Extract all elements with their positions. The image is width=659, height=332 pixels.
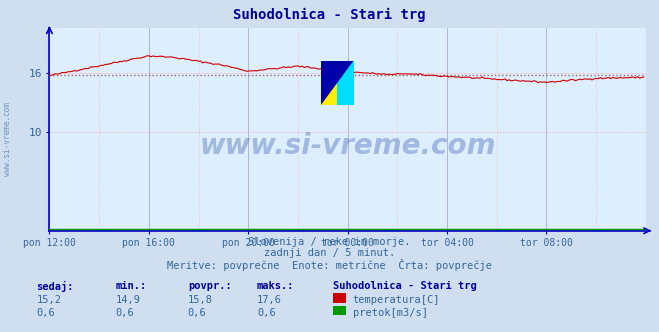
- Text: povpr.:: povpr.:: [188, 281, 231, 290]
- Text: 17,6: 17,6: [257, 295, 282, 305]
- Text: 0,6: 0,6: [257, 308, 275, 318]
- Polygon shape: [321, 61, 354, 105]
- Text: min.:: min.:: [115, 281, 146, 290]
- Polygon shape: [321, 61, 354, 105]
- Text: 0,6: 0,6: [115, 308, 134, 318]
- Text: 15,8: 15,8: [188, 295, 213, 305]
- Text: sedaj:: sedaj:: [36, 281, 74, 291]
- Text: Suhodolnica - Stari trg: Suhodolnica - Stari trg: [333, 281, 476, 290]
- Text: Slovenija / reke in morje.: Slovenija / reke in morje.: [248, 237, 411, 247]
- Text: Suhodolnica - Stari trg: Suhodolnica - Stari trg: [233, 8, 426, 23]
- Text: www.si-vreme.com: www.si-vreme.com: [200, 132, 496, 160]
- Text: www.si-vreme.com: www.si-vreme.com: [3, 103, 13, 176]
- Text: 0,6: 0,6: [36, 308, 55, 318]
- Polygon shape: [337, 61, 354, 105]
- Text: pretok[m3/s]: pretok[m3/s]: [353, 308, 428, 318]
- Text: temperatura[C]: temperatura[C]: [353, 295, 440, 305]
- Text: Meritve: povprečne  Enote: metrične  Črta: povprečje: Meritve: povprečne Enote: metrične Črta:…: [167, 259, 492, 271]
- Text: 0,6: 0,6: [188, 308, 206, 318]
- Text: zadnji dan / 5 minut.: zadnji dan / 5 minut.: [264, 248, 395, 258]
- Text: 14,9: 14,9: [115, 295, 140, 305]
- Text: maks.:: maks.:: [257, 281, 295, 290]
- Text: 15,2: 15,2: [36, 295, 61, 305]
